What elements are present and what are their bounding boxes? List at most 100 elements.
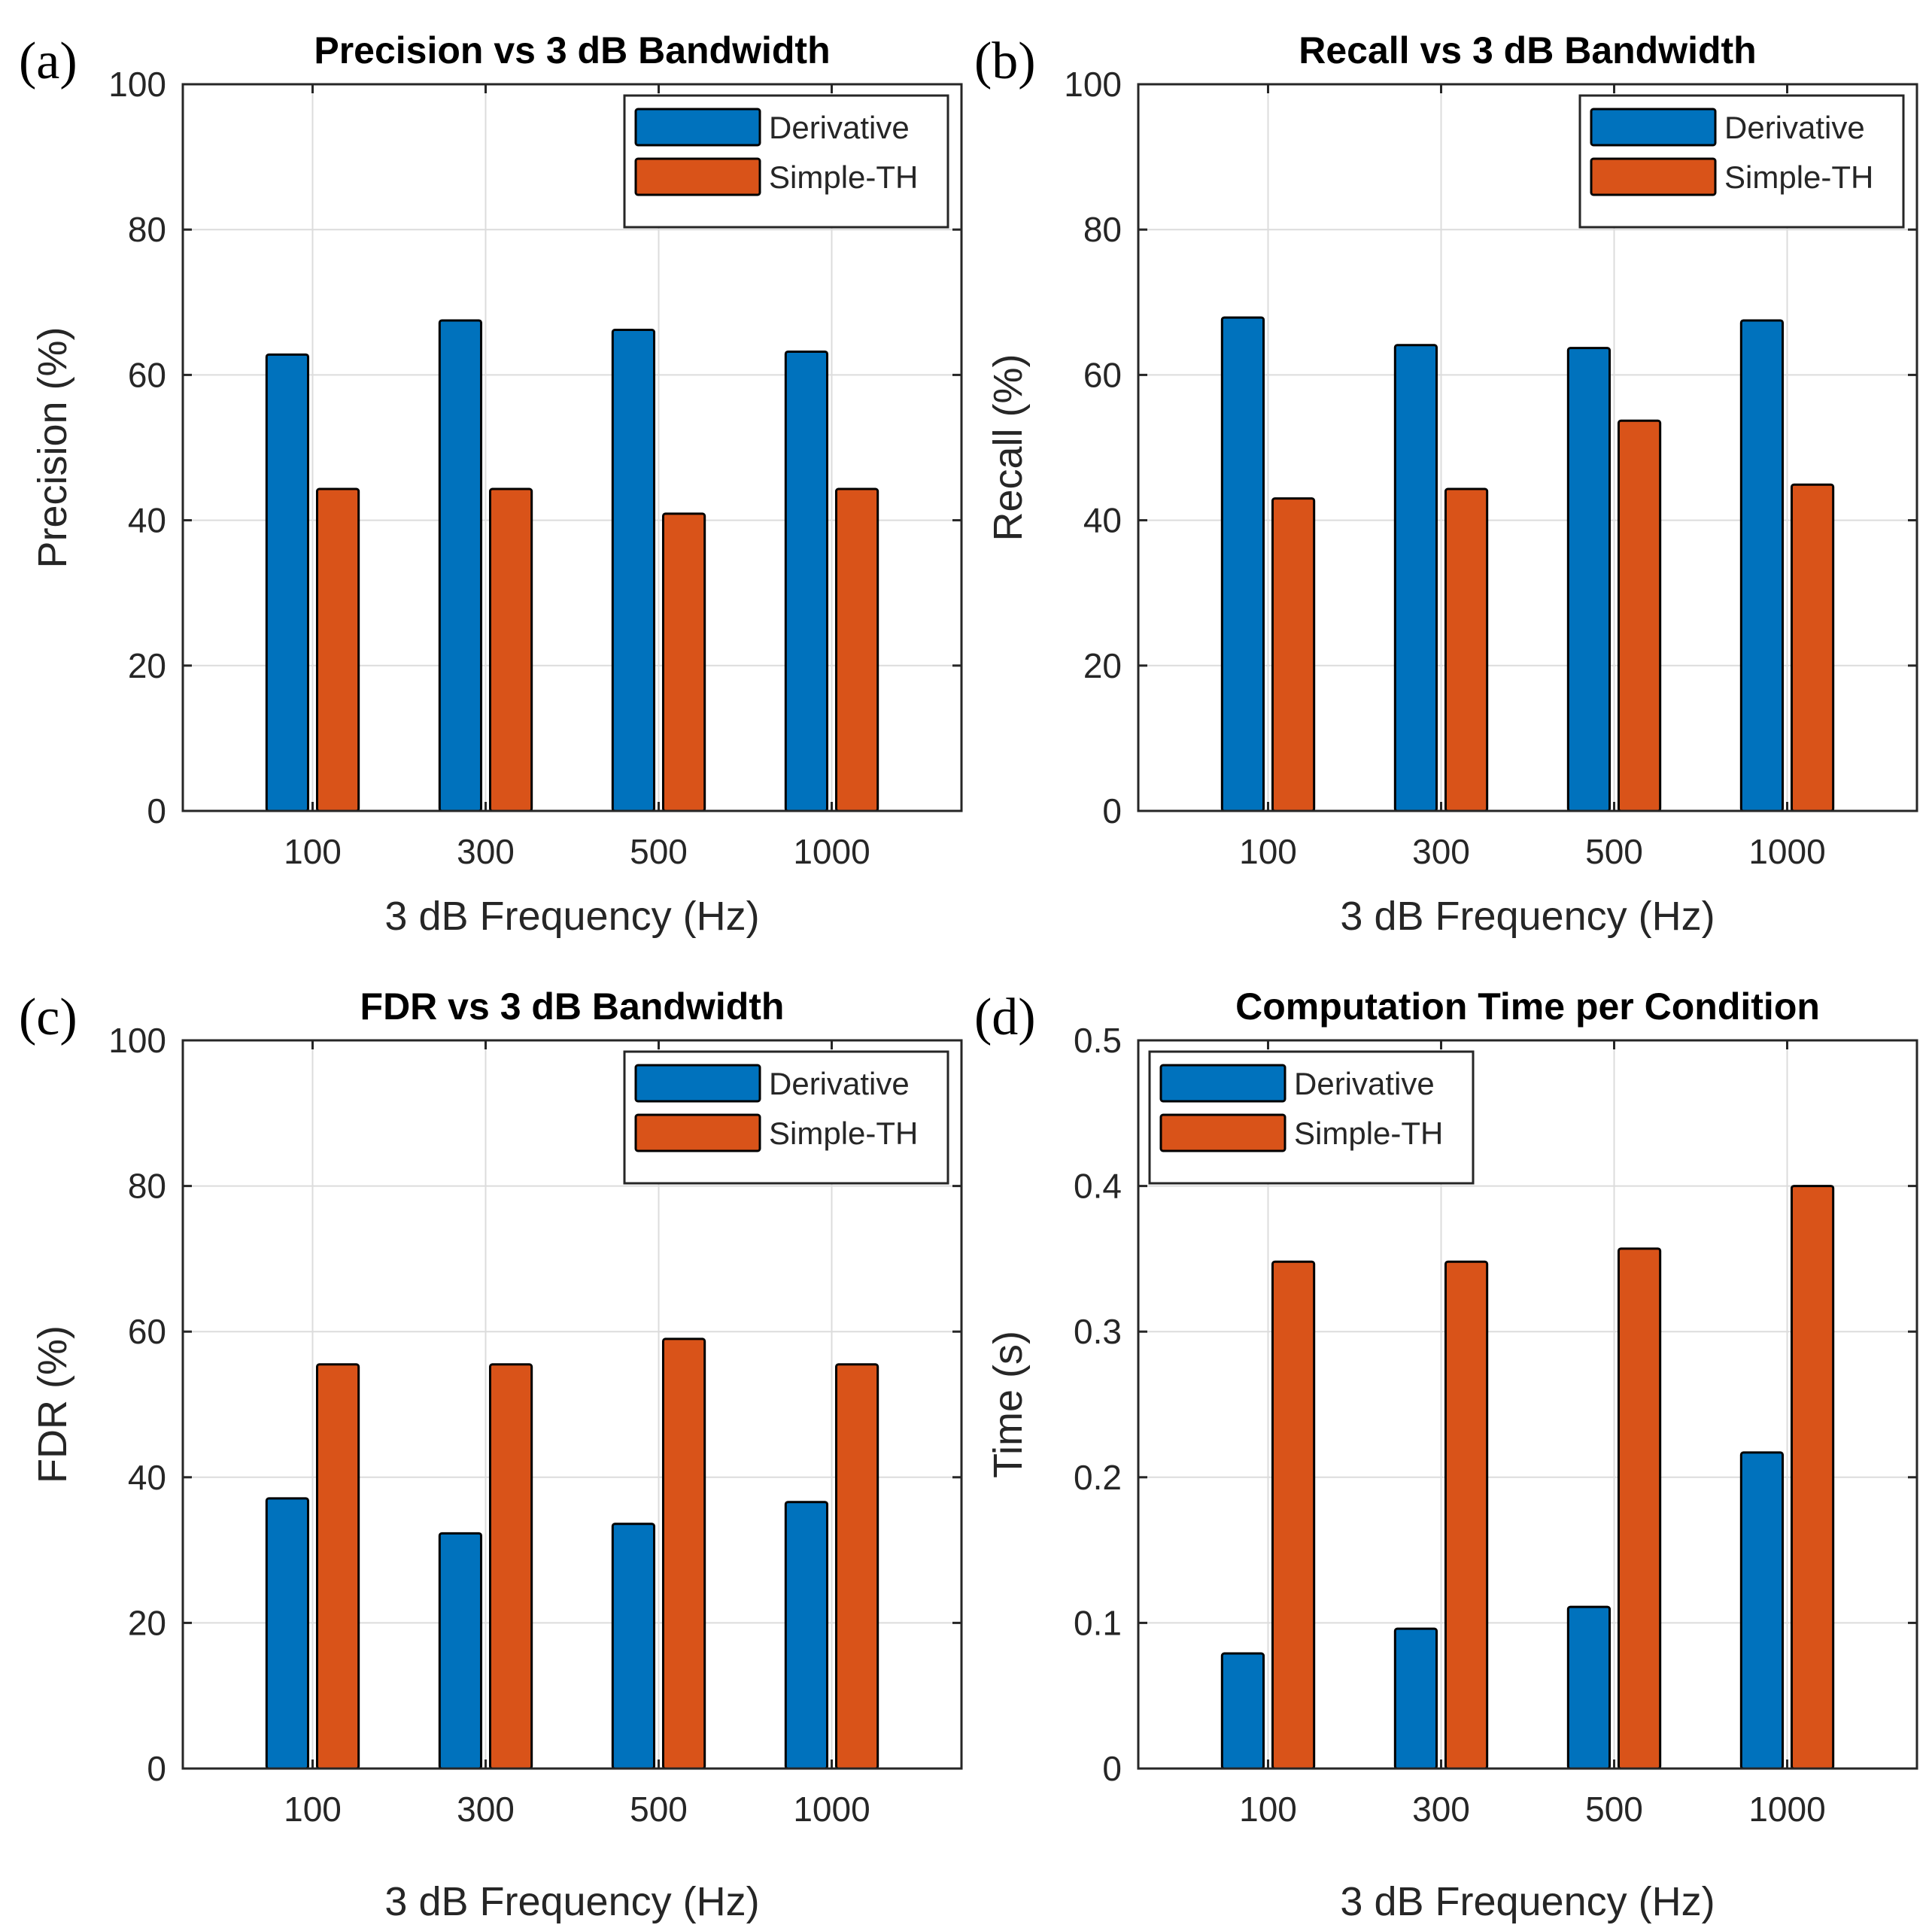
panel-label: (b) <box>974 32 1036 90</box>
bar-simple-th-1000 <box>1790 1185 1835 1770</box>
y-tick-label: 0.5 <box>1074 1021 1122 1060</box>
y-tick-label: 80 <box>128 210 166 249</box>
bar-simple-th-100 <box>1271 1260 1316 1770</box>
y-tick-label: 0.1 <box>1074 1603 1122 1642</box>
legend-label: Derivative <box>1724 110 1865 145</box>
axes-box <box>181 83 963 812</box>
x-tick-label: 500 <box>630 1790 688 1829</box>
axes-box <box>1137 83 1918 812</box>
bar-derivative-1000 <box>784 1501 829 1770</box>
chart-title: Recall vs 3 dB Bandwidth <box>1299 29 1756 71</box>
y-tick-label: 40 <box>1083 501 1122 540</box>
legend-swatch-simple-th <box>1159 1113 1286 1152</box>
legend-swatch-simple-th <box>634 1113 761 1152</box>
bar-simple-th-300 <box>488 487 533 812</box>
x-tick-label: 500 <box>1585 832 1643 871</box>
bar-derivative-100 <box>265 353 310 812</box>
legend: Derivative Simple-TH <box>1148 1050 1475 1185</box>
chart-title: FDR vs 3 dB Bandwidth <box>360 985 785 1028</box>
x-tick-label: 500 <box>1585 1790 1643 1829</box>
x-tick-label: 1000 <box>793 1790 870 1829</box>
bar-simple-th-500 <box>661 512 706 812</box>
x-tick-label: 300 <box>1412 832 1470 871</box>
legend-label: Simple-TH <box>1724 159 1873 195</box>
y-tick-label: 100 <box>1064 65 1122 104</box>
y-axis-label: Recall (%) <box>986 354 1031 541</box>
bar-derivative-500 <box>611 329 656 812</box>
x-tick-label: 300 <box>1412 1790 1470 1829</box>
x-tick-label: 100 <box>1239 1790 1297 1829</box>
legend-swatch-simple-th <box>634 157 761 196</box>
legend-label: Simple-TH <box>769 159 918 195</box>
y-tick-label: 0 <box>1102 1749 1122 1788</box>
legend-swatch-derivative <box>1590 108 1717 147</box>
y-axis-label: Precision (%) <box>30 326 75 568</box>
y-tick-label: 0 <box>147 1749 166 1788</box>
x-tick-label: 300 <box>457 832 515 871</box>
legend-label: Derivative <box>769 110 910 145</box>
bar-derivative-300 <box>438 1532 483 1770</box>
x-tick-label: 100 <box>1239 832 1297 871</box>
bar-derivative-500 <box>611 1523 656 1770</box>
panel-label: (c) <box>19 988 77 1046</box>
legend: Derivative Simple-TH <box>623 1050 949 1185</box>
legend: Derivative Simple-TH <box>1578 94 1905 229</box>
legend-swatch-derivative <box>634 1064 761 1103</box>
bar-simple-th-500 <box>1617 419 1662 812</box>
panel-b: 0 20 40 60 80 100 100 300 500 1000 Recall vs 3 dB … <box>974 29 1918 939</box>
y-tick-label: 0 <box>1102 791 1122 830</box>
bar-simple-th-100 <box>1271 497 1316 812</box>
bar-derivative-1000 <box>1739 319 1785 812</box>
bar-derivative-300 <box>1393 344 1438 812</box>
y-tick-label: 20 <box>128 1603 166 1642</box>
axes-box <box>1137 1039 1918 1770</box>
bar-derivative-100 <box>1220 316 1265 812</box>
x-tick-label: 100 <box>284 1790 342 1829</box>
legend-label: Derivative <box>769 1066 910 1101</box>
y-tick-label: 80 <box>1083 210 1122 249</box>
x-tick-label: 300 <box>457 1790 515 1829</box>
x-axis-label: 3 dB Frequency (Hz) <box>1340 1879 1715 1924</box>
legend-label: Derivative <box>1294 1066 1435 1101</box>
y-tick-label: 60 <box>128 1312 166 1351</box>
chart-title: Precision vs 3 dB Bandwidth <box>314 29 830 71</box>
y-axis-label: FDR (%) <box>30 1325 75 1483</box>
panel-c: 0 20 40 60 80 100 100 300 500 1000 FDR vs 3 dB Ban… <box>19 985 963 1924</box>
bar-simple-th-500 <box>1617 1247 1662 1770</box>
x-tick-label: 500 <box>630 832 688 871</box>
bar-simple-th-500 <box>661 1337 706 1770</box>
bar-derivative-500 <box>1566 1605 1612 1770</box>
bar-derivative-300 <box>1393 1627 1438 1770</box>
x-tick-label: 1000 <box>1748 832 1825 871</box>
bar-derivative-300 <box>438 319 483 812</box>
y-tick-label: 0.2 <box>1074 1458 1122 1497</box>
panel-d: 0 0.1 0.2 0.3 0.4 0.5 100 300 500 1000 Computation… <box>974 985 1918 1924</box>
y-tick-label: 60 <box>1083 355 1122 394</box>
bar-simple-th-100 <box>315 487 360 812</box>
y-tick-label: 20 <box>1083 646 1122 685</box>
bar-derivative-500 <box>1566 347 1612 812</box>
y-tick-label: 40 <box>128 501 166 540</box>
y-tick-label: 40 <box>128 1458 166 1497</box>
x-axis-label: 3 dB Frequency (Hz) <box>384 894 759 939</box>
legend-swatch-simple-th <box>1590 157 1717 196</box>
y-tick-label: 0 <box>147 791 166 830</box>
bar-simple-th-1000 <box>1790 483 1835 812</box>
y-tick-label: 60 <box>128 355 166 394</box>
panel-a: 0 20 40 60 80 100 100 300 500 1000 Precision vs 3 … <box>19 29 963 939</box>
bar-derivative-1000 <box>784 350 829 812</box>
legend-swatch-derivative <box>634 108 761 147</box>
y-tick-label: 100 <box>108 1021 166 1060</box>
bar-derivative-1000 <box>1739 1451 1785 1770</box>
y-tick-label: 0.4 <box>1074 1167 1122 1206</box>
bar-simple-th-100 <box>315 1363 360 1770</box>
y-tick-label: 80 <box>128 1167 166 1206</box>
y-tick-label: 100 <box>108 65 166 104</box>
legend-label: Simple-TH <box>1294 1116 1443 1151</box>
x-tick-label: 100 <box>284 832 342 871</box>
legend: Derivative Simple-TH <box>623 94 949 229</box>
axes-box <box>181 1039 963 1770</box>
bar-simple-th-1000 <box>834 1363 879 1770</box>
x-tick-label: 1000 <box>1748 1790 1825 1829</box>
